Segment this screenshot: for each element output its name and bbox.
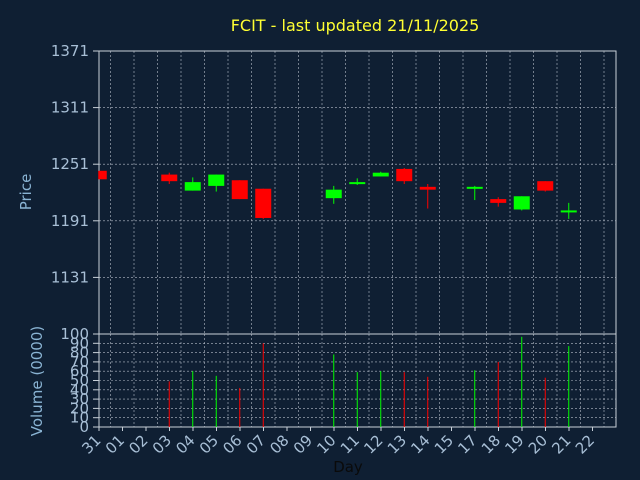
candle-body [513,196,530,210]
price-tick-label: 1371 [51,42,89,60]
candle-body [537,181,554,191]
candle-body [349,182,366,185]
volume-tick-label: 80 [70,344,89,362]
price-tick-label: 1311 [51,99,89,117]
candle-body [255,188,272,218]
candle-body [161,174,178,182]
candle-body [560,210,577,213]
candle-body [184,182,201,191]
volume-tick-label: 20 [70,399,89,417]
volume-tick-label: 10 [70,409,89,427]
volume-tick-label: 70 [70,353,89,371]
volume-tick-label: 50 [70,372,89,390]
candle-body [208,174,225,186]
candle-body [490,199,507,203]
candle-body [99,170,107,180]
price-axis-label: Price [17,174,35,211]
candle-body [396,168,413,182]
candle-body [231,180,248,200]
volume-tick-label: 30 [70,390,89,408]
volume-tick-label: 40 [70,381,89,399]
volume-axis-label: Volume (0000) [28,326,46,436]
volume-tick-label: 0 [79,418,89,436]
candle-body [325,189,342,199]
price-tick-label: 1251 [51,155,89,173]
candle-body [372,172,389,177]
price-tick-label: 1131 [51,268,89,286]
volume-tick-label: 100 [60,325,89,343]
candle-body [466,186,483,189]
price-panel: 1371 1311 1251 1191 1131 [51,42,617,335]
volume-tick-label: 60 [70,362,89,380]
x-axis-label: Day [333,458,363,476]
candle-body [419,186,436,190]
chart-title: FCIT - last updated 21/11/2025 [231,16,480,35]
volume-tick-label: 90 [70,334,89,352]
price-tick-label: 1191 [51,212,89,230]
